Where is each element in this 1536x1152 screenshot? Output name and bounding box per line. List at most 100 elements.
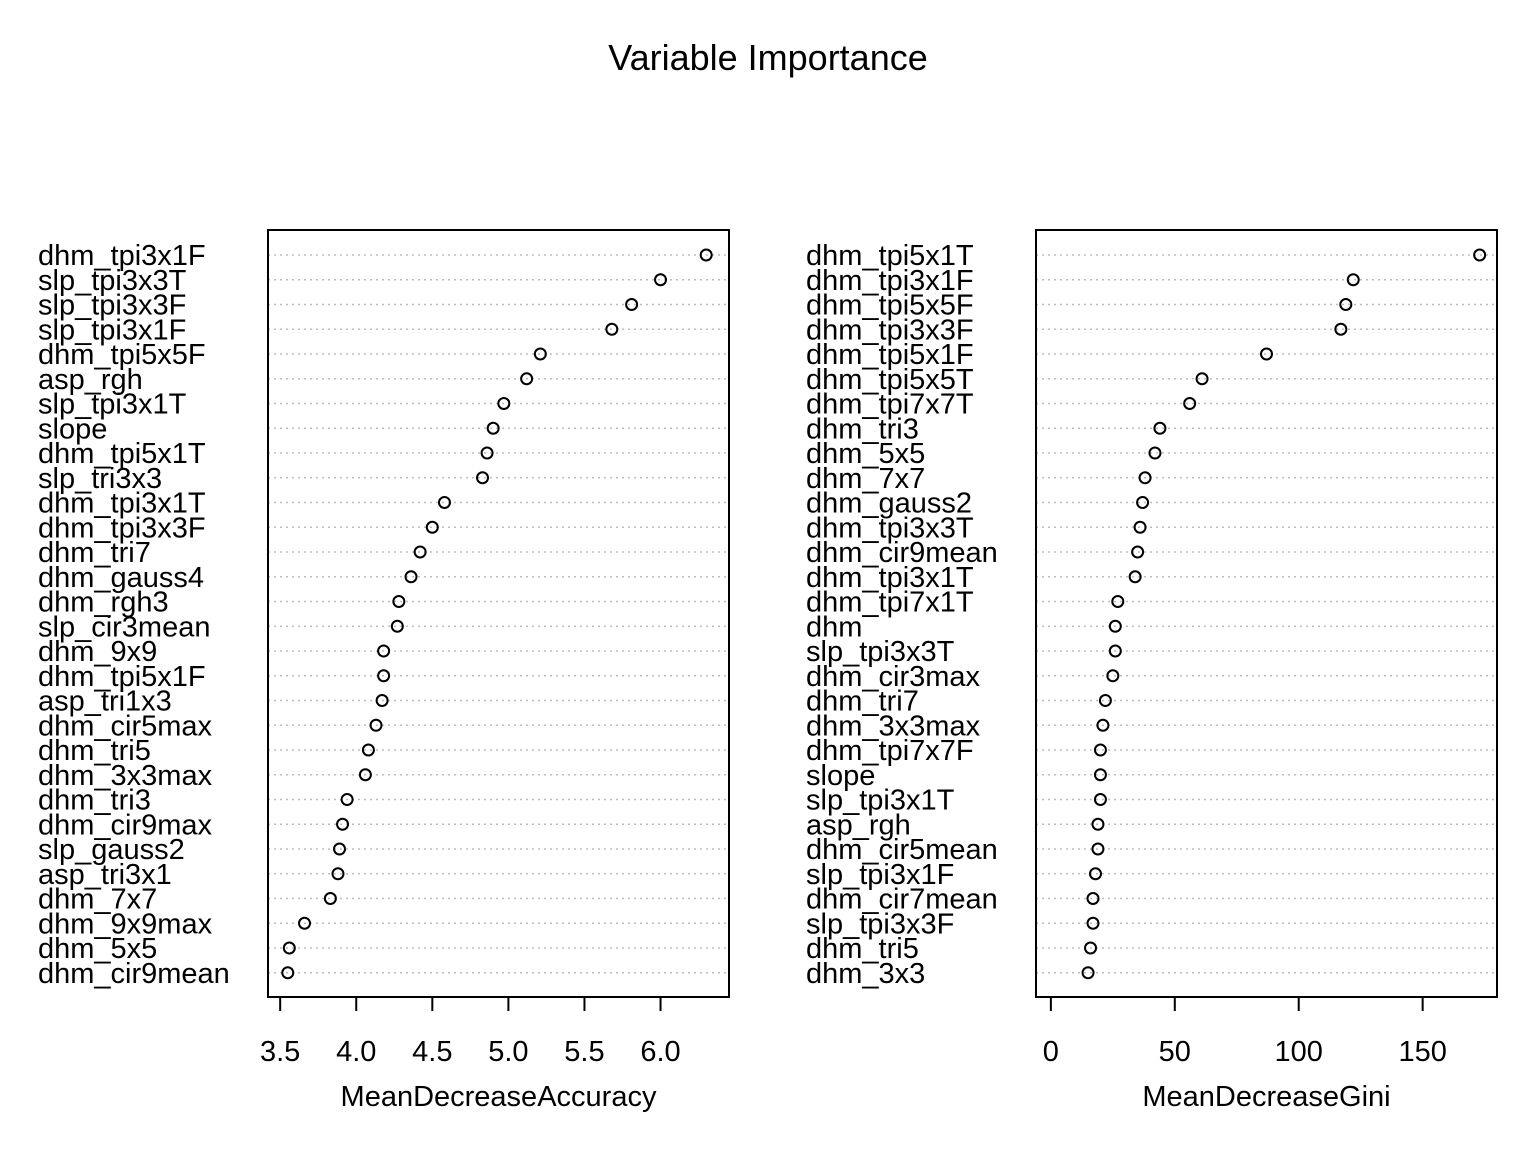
data-point — [1091, 842, 1105, 856]
data-point — [1133, 520, 1147, 534]
x-tick-label: 0 — [1043, 1036, 1059, 1068]
row-label: dhm_3x3 — [806, 958, 925, 990]
x-tick-label: 4.5 — [412, 1036, 452, 1068]
row-label: dhm_tpi3x3F — [806, 314, 974, 346]
row-label: asp_rgh — [806, 809, 911, 841]
data-point — [375, 694, 389, 707]
plot-frame — [267, 229, 730, 998]
data-point — [625, 298, 639, 311]
data-point — [497, 397, 511, 410]
data-point — [1473, 248, 1487, 262]
row-label: asp_rgh — [38, 364, 143, 396]
row-label: dhm_cir9mean — [806, 537, 998, 569]
data-point — [1153, 421, 1167, 435]
data-point — [323, 892, 337, 905]
data-point — [392, 595, 406, 608]
data-point — [1093, 768, 1107, 782]
row-label: slp_tpi3x3T — [38, 265, 187, 297]
row-label: dhm_tpi7x1T — [806, 587, 974, 619]
data-point — [1334, 322, 1348, 336]
row-label: slope — [806, 760, 875, 792]
data-point — [1128, 570, 1142, 584]
row-label: dhm_9x9 — [38, 636, 157, 668]
data-point — [605, 322, 619, 336]
data-point — [1084, 941, 1098, 955]
row-label: slp_tri3x3 — [38, 463, 162, 495]
data-point — [1108, 644, 1122, 658]
row-label: slp_tpi3x1F — [38, 314, 186, 346]
data-point — [340, 793, 354, 806]
chart-title: Variable Importance — [608, 37, 928, 78]
data-point — [1111, 595, 1125, 608]
row-label: dhm_cir5max — [38, 710, 213, 742]
row-label: dhm_tri7 — [38, 537, 151, 569]
data-point — [1183, 397, 1197, 410]
row-label: dhm_3x3max — [806, 710, 981, 742]
row-label: dhm_tri3 — [38, 785, 151, 817]
row-label: slp_tpi3x3F — [806, 908, 954, 940]
row-label: dhm_tpi3x1T — [806, 562, 974, 594]
data-point — [331, 867, 345, 881]
row-label: slope — [38, 413, 107, 445]
row-label: dhm_cir3max — [806, 661, 981, 693]
chart-panels: dhm_tpi3x1Fslp_tpi3x3Tslp_tpi3x3Fslp_tpi… — [38, 229, 1498, 1113]
row-label: slp_gauss2 — [38, 834, 185, 866]
x-axis-title: MeanDecreaseGini — [1142, 1081, 1390, 1113]
data-point — [1093, 793, 1107, 806]
data-point — [654, 273, 668, 287]
data-point — [1086, 916, 1100, 930]
x-tick-label: 4.0 — [336, 1036, 376, 1068]
data-point — [358, 768, 372, 782]
data-point — [437, 496, 451, 509]
row-label: dhm_tpi3x1T — [38, 488, 206, 520]
row-label: dhm_tpi3x1F — [38, 240, 206, 272]
data-point — [1098, 694, 1112, 707]
row-label: dhm_tpi3x1F — [806, 265, 974, 297]
data-point — [1195, 372, 1209, 386]
row-label: dhm_7x7 — [806, 463, 925, 495]
row-label: dhm_5x5 — [806, 438, 925, 470]
row-label: dhm_tri5 — [806, 933, 919, 965]
plot-frame — [1035, 229, 1498, 998]
data-point — [533, 347, 547, 361]
row-label: dhm_tpi5x1F — [38, 661, 206, 693]
x-tick-label: 5.0 — [488, 1036, 528, 1068]
data-point — [361, 743, 375, 757]
row-label: slp_tpi3x3F — [38, 290, 186, 322]
panel-2: dhm_tpi5x1Tdhm_tpi3x1Fdhm_tpi5x5Fdhm_tpi… — [806, 229, 1498, 1113]
data-point — [1346, 273, 1360, 287]
data-point — [1131, 545, 1145, 559]
row-label: dhm_cir9mean — [38, 958, 230, 990]
row-label: dhm_tpi3x3F — [38, 512, 206, 544]
data-point — [486, 421, 500, 435]
row-label: dhm_cir5mean — [806, 834, 998, 866]
row-label: slp_tpi3x1T — [806, 785, 955, 817]
row-label: asp_tri3x1 — [38, 859, 172, 891]
data-point — [1260, 347, 1273, 361]
row-label: dhm_cir9max — [38, 809, 213, 841]
row-label: dhm_tpi7x7F — [806, 735, 974, 767]
row-label: dhm_9x9max — [38, 908, 213, 940]
data-point — [377, 669, 391, 683]
data-point — [520, 372, 534, 386]
row-label: dhm_5x5 — [38, 933, 157, 965]
row-label: dhm_tpi5x1T — [38, 438, 206, 470]
data-point — [1093, 743, 1107, 757]
row-label: slp_tpi3x1T — [38, 389, 187, 421]
data-point — [1106, 669, 1120, 683]
data-point — [1148, 446, 1162, 460]
row-label: dhm_gauss4 — [38, 562, 204, 594]
row-label: dhm_tpi5x5F — [38, 339, 206, 371]
data-point — [480, 446, 494, 460]
row-label: dhm_3x3max — [38, 760, 213, 792]
row-label: dhm_tpi5x5T — [806, 364, 974, 396]
row-label: dhm_tpi5x1F — [806, 339, 974, 371]
x-tick-label: 150 — [1398, 1036, 1446, 1068]
data-point — [404, 570, 418, 584]
row-label: dhm_tpi7x7T — [806, 389, 974, 421]
data-point — [1091, 817, 1105, 831]
data-point — [1081, 966, 1095, 980]
x-tick-label: 6.0 — [640, 1036, 680, 1068]
data-point — [298, 916, 312, 930]
